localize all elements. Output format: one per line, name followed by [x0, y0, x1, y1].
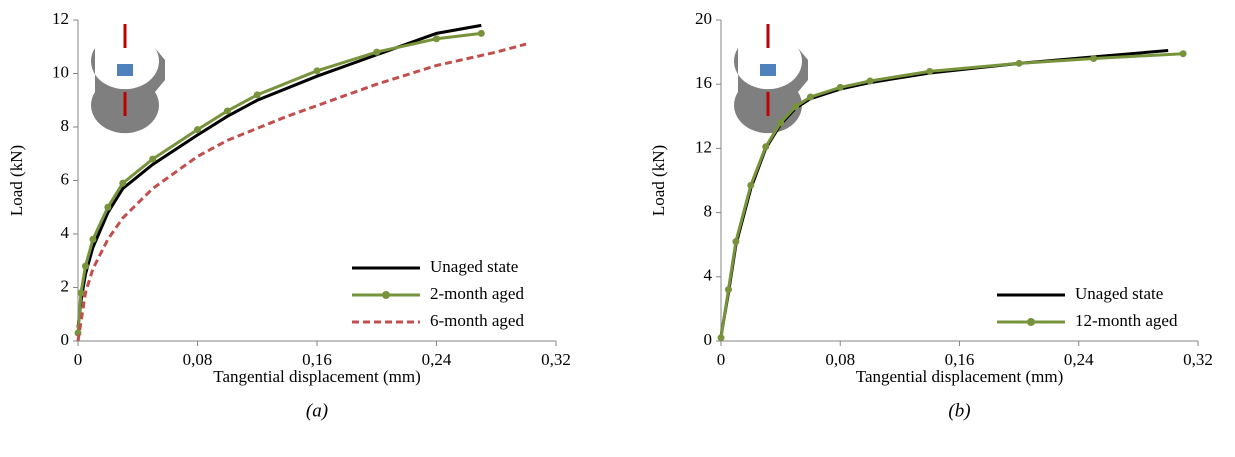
series-marker [149, 155, 157, 163]
x-tick-label: 0,16 [945, 350, 975, 369]
y-tick-label: 8 [704, 202, 713, 221]
caption: (a) [306, 400, 328, 421]
series-marker [792, 103, 800, 111]
x-tick-label: 0,16 [302, 350, 332, 369]
y-tick-label: 2 [61, 276, 70, 295]
x-tick-label: 0 [717, 350, 726, 369]
series-marker [433, 35, 440, 43]
y-tick-label: 0 [704, 330, 713, 349]
series-marker [104, 203, 112, 211]
series-marker [373, 48, 381, 56]
y-tick-label: 4 [704, 266, 713, 285]
series-marker [777, 119, 785, 127]
series-line [76, 23, 482, 328]
series-marker [866, 77, 874, 85]
series-marker [806, 93, 814, 101]
series-marker [77, 289, 85, 297]
series-line [76, 42, 527, 342]
series-marker [477, 29, 485, 37]
x-tick-label: 0 [74, 350, 83, 369]
legend-label: Unaged state [430, 257, 518, 276]
legend-label: 2-month aged [430, 284, 524, 303]
series-marker [313, 67, 321, 75]
series-line [719, 52, 1184, 339]
y-tick-label: 0 [61, 330, 70, 349]
legend-label: Unaged state [1075, 284, 1163, 303]
y-tick-label: 6 [61, 169, 70, 188]
y-tick-label: 20 [695, 9, 712, 28]
series-marker [1090, 55, 1098, 63]
x-axis-label: Tangential displacement (mm) [213, 367, 420, 386]
series-marker [194, 126, 201, 134]
series-marker [717, 334, 725, 342]
specimen-icon [734, 24, 808, 134]
legend-label: 12-month aged [1075, 311, 1178, 330]
y-tick-label: 16 [695, 73, 712, 92]
legend-marker [1027, 318, 1035, 326]
y-tick-label: 10 [52, 62, 69, 81]
icon-gauge [117, 64, 133, 76]
series-marker [836, 83, 844, 91]
legend-marker [382, 291, 390, 299]
y-tick-label: 8 [61, 116, 70, 135]
x-tick-label: 0,24 [1064, 350, 1094, 369]
series-marker [223, 107, 231, 115]
series-marker [81, 262, 89, 270]
icon-body [734, 48, 808, 134]
series-marker [926, 67, 934, 75]
x-tick-label: 0,24 [422, 350, 452, 369]
x-tick-label: 0,32 [541, 350, 571, 369]
series-line [76, 31, 482, 334]
y-tick-label: 12 [52, 9, 69, 28]
icon-gauge [760, 64, 776, 76]
x-axis-label: Tangential displacement (mm) [856, 367, 1063, 386]
x-tick-label: 0,08 [183, 350, 213, 369]
legend-label: 6-month aged [430, 311, 524, 330]
caption: (b) [948, 400, 970, 421]
y-axis-label: Load (kN) [649, 145, 668, 216]
icon-body [91, 48, 165, 134]
y-tick-label: 4 [61, 223, 70, 242]
specimen-icon [91, 24, 165, 134]
x-tick-label: 0,08 [825, 350, 855, 369]
y-axis-label: Load (kN) [7, 145, 26, 216]
series-marker [1179, 50, 1187, 58]
series-marker [253, 91, 261, 99]
series-marker [119, 179, 127, 187]
series-marker [732, 237, 740, 245]
series-marker [1015, 59, 1023, 67]
series-marker [89, 235, 97, 243]
series-marker [747, 181, 755, 189]
y-tick-label: 12 [695, 137, 712, 156]
series-marker [724, 286, 732, 294]
x-tick-label: 0,32 [1183, 350, 1213, 369]
series-marker [762, 143, 770, 151]
